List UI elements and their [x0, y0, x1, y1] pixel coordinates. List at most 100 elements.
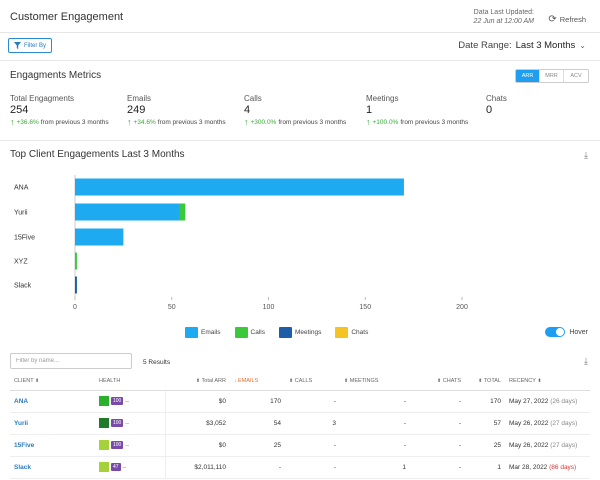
client-link[interactable]: ANA	[10, 390, 95, 413]
bar-calls-xyz[interactable]	[75, 252, 77, 270]
metric-change-pct: +36.6%	[16, 119, 39, 126]
filter-by-button[interactable]: Filter By	[8, 38, 52, 53]
arrow-up-icon: ↑	[127, 117, 132, 127]
calls-cell: 3	[285, 412, 340, 435]
divider	[0, 140, 600, 141]
table-row: ANA 100– $0 170- - -170 May 27, 2022 (26 days)	[10, 390, 590, 413]
download-icon[interactable]: ⤓	[584, 356, 588, 366]
health-score: 100	[111, 419, 124, 427]
calls-cell: -	[285, 434, 340, 457]
col-total-arr[interactable]: ⬍ Total ARR	[165, 372, 230, 391]
legend-label: Calls	[250, 329, 265, 336]
col-emails[interactable]: ↓ EMAILS	[230, 372, 285, 391]
hover-toggle[interactable]: Hover	[545, 327, 588, 337]
col-label: MEETINGS	[349, 377, 379, 384]
legend-label: Emails	[201, 329, 221, 336]
last-updated-time: 22 Jun at 12:00 AM	[473, 18, 534, 25]
legend-item[interactable]: Calls	[234, 327, 265, 338]
y-category-label: 15Five	[14, 235, 35, 242]
recency-date: May 26, 2022	[509, 441, 549, 449]
col-client[interactable]: CLIENT ⬍	[10, 372, 95, 391]
engagement-bar-chart: 0 50 100 150 200 ANA Yurii 15Five XYZ Slack	[14, 175, 468, 311]
filter-by-name-input[interactable]	[10, 353, 132, 369]
bar-emails-yurii[interactable]	[75, 203, 180, 221]
toggle-arr[interactable]: ARR	[516, 70, 540, 82]
metrics-title: Engagments Metrics	[10, 70, 102, 81]
total-arr-cell: $0	[164, 390, 230, 413]
col-recency[interactable]: RECENCY ⬍	[505, 372, 590, 391]
chats-cell: -	[410, 390, 465, 413]
col-label: RECENCY	[509, 377, 536, 384]
total-cell: 170	[465, 390, 505, 413]
calls-cell: -	[285, 390, 340, 413]
y-category-label: Yurii	[14, 210, 28, 217]
col-calls[interactable]: ⬍ CALLS	[285, 372, 340, 391]
col-health[interactable]: HEALTH	[95, 372, 165, 391]
col-meetings[interactable]: ⬍ MEETINGS	[340, 372, 410, 391]
total-cell: 57	[465, 412, 505, 435]
client-link[interactable]: 15Five	[10, 434, 95, 457]
metric-value: 249	[127, 104, 146, 116]
recency-date: May 27, 2022	[509, 397, 549, 405]
bar-emails-15five[interactable]	[75, 228, 124, 246]
legend-item[interactable]: Meetings	[278, 327, 321, 338]
col-label: CALLS	[294, 377, 313, 384]
total-arr-cell: $0	[164, 434, 230, 457]
legend-item[interactable]: Emails	[185, 327, 221, 338]
metric-value: 4	[244, 104, 251, 116]
health-score: 47	[111, 463, 121, 471]
y-category-label: XYZ	[14, 259, 28, 266]
chats-cell: -	[410, 456, 465, 479]
refresh-button[interactable]: ⟳ Refresh	[548, 14, 586, 25]
recency-date: May 26, 2022	[509, 419, 549, 427]
hover-label: Hover	[569, 328, 588, 336]
date-range-value: Last 3 Months	[515, 40, 576, 51]
health-cell: 100–	[95, 434, 165, 457]
metric-emails: Emails 249 ↑ +34.6% from previous 3 months	[127, 94, 226, 127]
download-icon[interactable]: ⤓	[584, 150, 588, 160]
emails-cell: 25	[230, 434, 285, 457]
table-header-row: CLIENT ⬍ HEALTH ⬍ Total ARR ↓ EMAILS ⬍ C…	[10, 372, 590, 391]
chart-legend: Emails Calls Meetings Chats	[185, 327, 368, 338]
x-tick-label: 50	[168, 304, 176, 311]
bar-meetings-slack[interactable]	[75, 276, 77, 294]
total-arr-cell: $2,011,110	[164, 456, 230, 479]
metric-total-engagements: Total Engagments 254 ↑ +36.6% from previou…	[10, 94, 109, 127]
sort-icon: ⬍	[537, 377, 542, 384]
meetings-cell: -	[340, 390, 410, 413]
total-arr-cell: $3,052	[164, 412, 230, 435]
last-updated: Data Last Updated: 22 Jun at 12:00 AM	[474, 8, 534, 26]
col-total[interactable]: ⬍ TOTAL	[465, 372, 505, 391]
meetings-cell: -	[340, 412, 410, 435]
legend-label: Chats	[351, 329, 369, 336]
total-cell: 25	[465, 434, 505, 457]
chats-cell: -	[410, 412, 465, 435]
page-title: Customer Engagement	[10, 11, 124, 23]
sort-icon: ⬍	[478, 377, 483, 384]
table-row: Slack 47– $2,011,110- -1-1 Mar 28, 2022 (86 …	[10, 456, 590, 479]
arrow-up-icon: ↑	[366, 117, 371, 127]
metric-change: ↑ +100.0% from previous 3 months	[366, 117, 468, 127]
col-chats[interactable]: ⬍ CHATS	[410, 372, 465, 391]
x-tick-label: 150	[359, 304, 371, 311]
legend-swatch	[278, 327, 292, 338]
arrow-up-icon: ↑	[244, 117, 249, 127]
bar-calls-yurii[interactable]	[179, 203, 186, 221]
results-count: 5 Results	[143, 359, 171, 366]
bar-emails-ana[interactable]	[75, 178, 404, 196]
col-label: CLIENT	[14, 377, 34, 384]
toggle-mrr[interactable]: MRR	[540, 70, 564, 82]
toggle-switch[interactable]	[545, 327, 566, 337]
col-label: EMAILS	[238, 377, 259, 384]
client-link[interactable]: Yurii	[10, 412, 95, 435]
toggle-acv[interactable]: ACV	[570, 73, 582, 79]
metric-value: 0	[486, 104, 493, 116]
table-row: 15Five 100– $0 25- - -25 May 26, 2022 (27 days…	[10, 434, 590, 457]
date-range-select[interactable]: Date Range: Last 3 Months ⌄	[458, 40, 586, 51]
client-link[interactable]: Slack	[10, 456, 95, 479]
health-color-swatch	[99, 396, 109, 406]
recency-date: Mar 28, 2022	[509, 463, 548, 471]
recency-days: (27 days)	[550, 441, 578, 449]
col-label: CHATS	[442, 377, 461, 384]
legend-item[interactable]: Chats	[335, 327, 368, 338]
